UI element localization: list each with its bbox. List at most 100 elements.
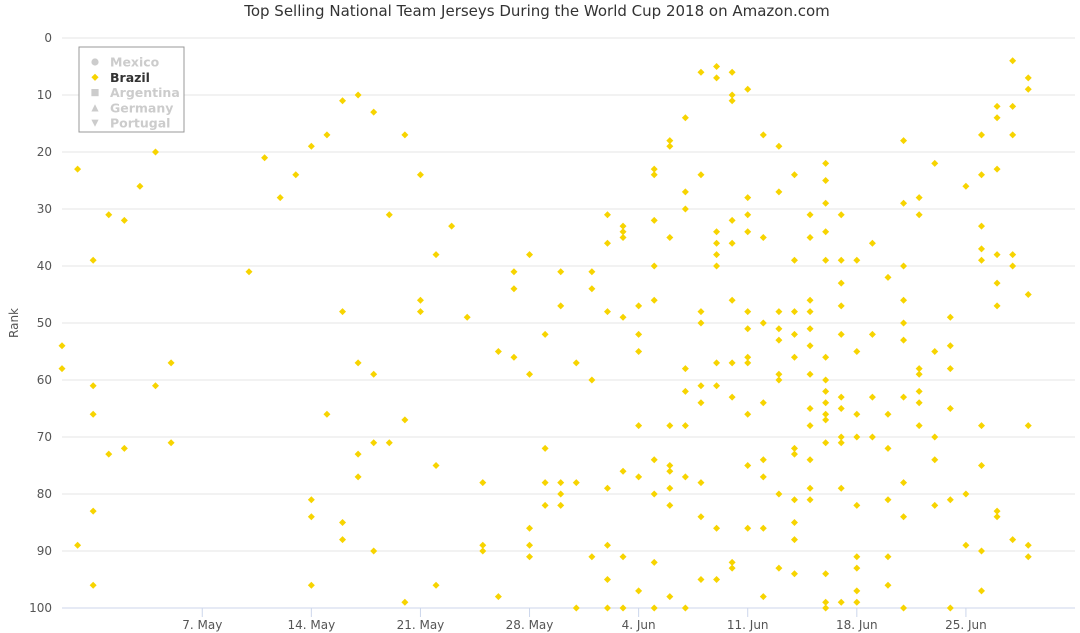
legend-marker-mexico (91, 58, 99, 66)
data-point (900, 479, 908, 487)
data-point (822, 399, 830, 407)
data-point (931, 159, 939, 167)
data-point (307, 496, 315, 504)
data-point (666, 467, 674, 475)
data-point (339, 97, 347, 105)
data-point (853, 410, 861, 418)
data-point (401, 598, 409, 606)
data-point (822, 376, 830, 384)
data-point (790, 519, 798, 526)
data-point (572, 359, 580, 367)
data-point (603, 239, 611, 247)
data-point (977, 587, 985, 595)
data-point (666, 142, 674, 150)
data-point (89, 382, 97, 390)
data-point (822, 177, 830, 184)
legend-item-germany[interactable]: Germany (110, 100, 173, 115)
data-point (167, 439, 175, 447)
x-tick-label: 11. Jun (727, 618, 769, 632)
data-point (650, 558, 658, 566)
data-point (775, 336, 783, 344)
data-point (884, 553, 892, 561)
data-point (900, 137, 908, 145)
x-tick-label: 18. Jun (836, 618, 878, 632)
y-tick-label: 10 (37, 88, 52, 102)
data-point (977, 222, 985, 230)
data-point (572, 604, 580, 612)
data-point (822, 387, 830, 395)
data-point (946, 496, 954, 504)
data-point (526, 553, 534, 561)
data-point (977, 245, 985, 253)
data-point (790, 256, 798, 264)
data-point (432, 581, 440, 589)
data-point (931, 456, 939, 464)
data-point (510, 353, 518, 361)
data-point (915, 387, 923, 395)
data-point (681, 188, 689, 196)
data-point (977, 547, 985, 555)
data-point (1024, 541, 1032, 549)
legend-item-argentina[interactable]: Argentina (110, 85, 180, 100)
data-point (697, 171, 705, 179)
data-point (744, 353, 752, 361)
data-point (915, 365, 923, 373)
data-point (697, 382, 705, 390)
data-point (915, 211, 923, 219)
data-point (822, 159, 830, 167)
data-point (790, 353, 798, 361)
data-point (1024, 291, 1032, 298)
data-point (416, 296, 424, 304)
data-point (744, 462, 752, 469)
data-point (697, 479, 705, 487)
data-point (572, 479, 580, 487)
data-point (666, 593, 674, 601)
legend-item-brazil[interactable]: Brazil (110, 70, 150, 85)
data-point (806, 370, 814, 378)
data-point (806, 234, 814, 241)
data-point (74, 165, 82, 173)
data-point (510, 285, 518, 293)
data-point (1009, 131, 1017, 139)
y-tick-label: 20 (37, 145, 52, 159)
data-point (666, 234, 674, 241)
data-point (120, 216, 128, 224)
legend-item-portugal[interactable]: Portugal (110, 116, 170, 131)
data-point (526, 541, 534, 549)
data-point (588, 553, 596, 561)
data-point (354, 450, 362, 458)
data-point (915, 422, 923, 430)
data-point (744, 194, 752, 202)
legend-item-mexico[interactable]: Mexico (110, 55, 160, 70)
data-point (557, 501, 565, 509)
data-point (790, 444, 798, 452)
data-point (744, 228, 752, 236)
data-point (1009, 262, 1017, 270)
data-point (775, 308, 783, 316)
data-point (853, 587, 861, 595)
data-point (744, 308, 752, 316)
data-point (806, 422, 814, 430)
data-point (510, 268, 518, 276)
data-point (728, 239, 736, 247)
data-point (822, 256, 830, 264)
data-point (806, 342, 814, 350)
data-point (915, 370, 923, 378)
data-point (853, 256, 861, 264)
data-point (806, 484, 814, 492)
data-point (619, 222, 627, 230)
y-axis-title: Rank (7, 308, 21, 338)
data-point (370, 547, 378, 555)
data-point (650, 216, 658, 224)
data-point (993, 302, 1001, 310)
data-point (697, 68, 705, 76)
data-point (697, 308, 705, 316)
data-point (759, 473, 767, 481)
y-tick-label: 90 (37, 544, 52, 558)
data-point (635, 330, 643, 338)
data-point (744, 359, 752, 367)
data-point (339, 519, 347, 526)
chart-title: Top Selling National Team Jerseys During… (243, 2, 830, 20)
data-point (74, 541, 82, 549)
